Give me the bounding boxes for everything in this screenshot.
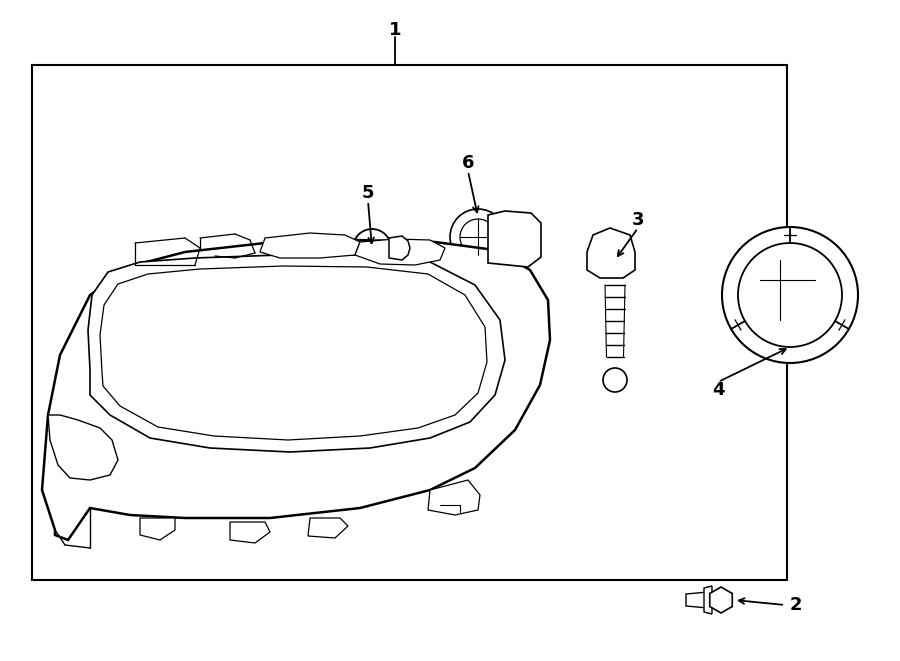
Circle shape xyxy=(738,243,842,347)
Text: 6: 6 xyxy=(462,154,474,172)
Polygon shape xyxy=(260,233,360,258)
Polygon shape xyxy=(100,266,487,440)
Circle shape xyxy=(714,593,728,607)
Polygon shape xyxy=(704,586,712,614)
Text: 4: 4 xyxy=(712,381,724,399)
Text: 3: 3 xyxy=(632,211,644,229)
Polygon shape xyxy=(42,240,550,540)
Polygon shape xyxy=(140,518,175,540)
Polygon shape xyxy=(308,518,348,538)
Polygon shape xyxy=(389,236,410,260)
Polygon shape xyxy=(230,522,270,543)
Text: 1: 1 xyxy=(389,21,401,39)
Polygon shape xyxy=(428,480,480,515)
Circle shape xyxy=(353,229,391,267)
Circle shape xyxy=(722,227,858,363)
Circle shape xyxy=(603,368,627,392)
Polygon shape xyxy=(488,211,541,267)
Text: 2: 2 xyxy=(790,596,803,614)
Polygon shape xyxy=(88,255,505,452)
Polygon shape xyxy=(587,228,635,278)
Polygon shape xyxy=(48,415,118,480)
Text: 5: 5 xyxy=(362,184,374,202)
Circle shape xyxy=(450,209,506,265)
Polygon shape xyxy=(686,592,708,608)
Polygon shape xyxy=(710,587,733,613)
Polygon shape xyxy=(355,239,445,265)
Bar xyxy=(32,65,787,580)
